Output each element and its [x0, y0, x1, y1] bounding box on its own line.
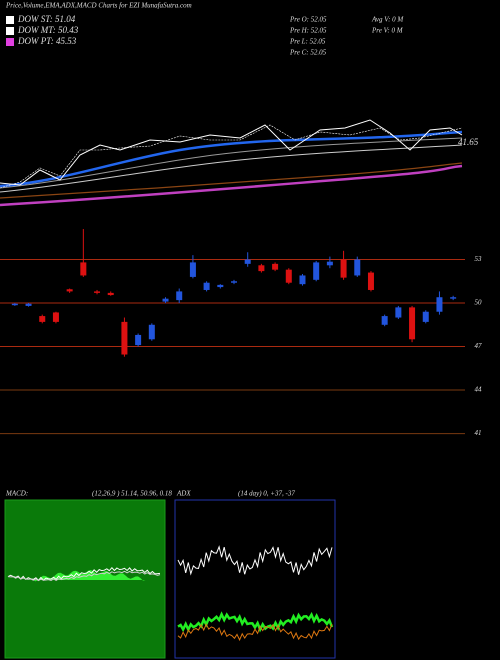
band-line — [0, 124, 463, 189]
adx-params: (14 day) 0, +37, -37 — [238, 490, 295, 498]
candle-body — [354, 259, 361, 276]
y-tick-label: 41 — [475, 429, 482, 437]
price-close: Pre C: 52.05 — [289, 49, 327, 57]
ema-line — [0, 164, 463, 207]
candle-body — [66, 289, 73, 292]
candle-body — [231, 281, 237, 283]
candle-body — [11, 303, 18, 306]
candle-body — [272, 263, 279, 270]
candle-body — [258, 265, 265, 272]
adx-line — [177, 545, 333, 576]
candle-body — [148, 324, 155, 340]
legend-label: DOW PT: 45.53 — [17, 36, 77, 46]
candle-body — [450, 297, 457, 299]
pre-volume: Pre V: 0 M — [371, 27, 404, 35]
candle-body — [203, 282, 210, 290]
legend-swatch — [6, 27, 14, 35]
signal-line — [7, 570, 161, 582]
ema-line — [0, 137, 463, 189]
candle-body — [107, 292, 114, 296]
price-low: Pre L: 52.05 — [289, 38, 326, 46]
candle-body — [39, 316, 46, 322]
ema-lines — [0, 119, 463, 207]
candle-body — [299, 275, 306, 285]
candle-body — [313, 262, 320, 280]
legend-label: DOW ST: 51.04 — [17, 14, 76, 24]
candle-body — [436, 297, 443, 312]
y-tick-label: 47 — [475, 342, 483, 350]
macd-lines — [7, 566, 161, 582]
adx-lines — [177, 545, 334, 642]
candle-body — [395, 307, 402, 318]
price-line — [0, 119, 463, 186]
candle-body — [381, 316, 388, 325]
macd-title: MACD: — [5, 490, 28, 498]
macd-params: (12,26,9 ) 51.14, 50.96, 0.18 — [92, 490, 172, 498]
y-tick-label: 50 — [475, 299, 483, 307]
candle-body — [422, 311, 429, 322]
candle-body — [367, 272, 374, 290]
candle-body — [80, 262, 87, 276]
adx-title: ADX — [176, 490, 191, 498]
ema-line — [0, 130, 463, 188]
candle-body — [176, 291, 183, 301]
plus-di-line — [177, 611, 334, 633]
ema-line — [0, 144, 463, 193]
candle-body — [25, 303, 32, 306]
legend-swatch — [6, 38, 14, 46]
macd-line — [7, 566, 161, 582]
candle-body — [189, 262, 196, 277]
candle-body — [409, 307, 416, 340]
page-title: Price,Volume,EMA,ADX,MACD Charts for EZI… — [5, 2, 192, 10]
candle-body — [121, 321, 128, 355]
candle-body — [244, 259, 251, 264]
candle-body — [285, 269, 292, 283]
candle-body — [326, 261, 333, 266]
candle-body — [135, 334, 142, 346]
legend-swatch — [6, 16, 14, 24]
price-high: Pre H: 52.05 — [289, 27, 327, 35]
candle-body — [94, 291, 101, 293]
candle-body — [162, 298, 169, 302]
candle-body — [340, 259, 347, 278]
avg-volume: Avg V: 0 M — [371, 16, 404, 24]
y-tick-label: 44 — [475, 386, 483, 394]
candle-body — [52, 312, 59, 322]
price-open: Pre O: 52.05 — [289, 16, 327, 24]
y-tick-label: 53 — [475, 255, 483, 263]
minus-di-line — [177, 623, 333, 642]
legend-label: DOW MT: 50.43 — [17, 25, 79, 35]
ema-line — [0, 162, 463, 199]
adx-panel — [174, 499, 336, 659]
last-value: 41.65 — [458, 137, 479, 147]
candle-body — [217, 284, 224, 288]
